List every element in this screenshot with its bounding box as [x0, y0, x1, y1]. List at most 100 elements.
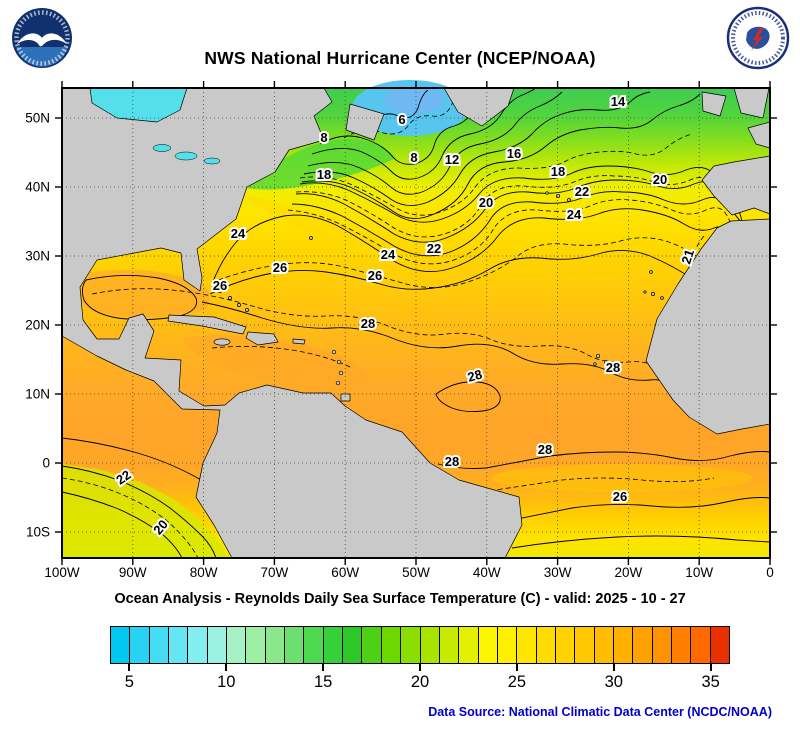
colorbar-cell: [246, 627, 266, 663]
contour-label: 26: [273, 260, 287, 275]
island-hispaniola: [245, 331, 279, 346]
lat-tick-label: 40N: [25, 179, 50, 195]
colorbar-tickmark: [225, 664, 228, 671]
gulf-stream-tongue: [240, 194, 416, 262]
contour-label: 18: [551, 164, 565, 179]
contour-label: 6: [398, 112, 405, 127]
lon-tick-label: 20W: [614, 565, 643, 580]
coldest-water-patch: [384, 86, 444, 114]
islands-lesser-antilles: [331, 349, 344, 386]
lon-tick-label: 70W: [260, 565, 289, 580]
contour-label: 18: [317, 167, 331, 182]
colorbar-cell: [323, 627, 344, 663]
nws-lightning-icon: [751, 28, 764, 51]
lat-tick-label: 10S: [25, 524, 50, 540]
colorbar-cell: [652, 627, 672, 663]
contour-label: 24: [231, 226, 246, 241]
colorbar-tick-label: 20: [410, 673, 430, 691]
colorbar-cell: [710, 627, 729, 663]
islands-cape-verde: [593, 353, 608, 366]
colorbar-tickmark: [709, 664, 712, 671]
colorbar: [110, 626, 730, 664]
colorbar-tickmark: [515, 664, 518, 671]
noaa-logo: [12, 8, 72, 68]
contour-label: 16: [507, 146, 521, 161]
contour-label: 28: [606, 360, 620, 375]
great-lakes-water: [152, 144, 221, 165]
island-trinidad: [340, 393, 351, 402]
contour-label: 24: [381, 247, 396, 262]
equatorial-cool-band: [492, 464, 752, 492]
colorbar-tickmark: [612, 664, 615, 671]
colorbar-tick-label: 30: [604, 673, 623, 691]
colorbar-cell: [401, 627, 421, 663]
island-jamaica: [213, 338, 231, 346]
caribbean-warm-water: [182, 335, 372, 386]
longitude-axis: 100W 90W 80W 70W 60W 50W 40W 30W 20W 10W 0: [44, 565, 773, 585]
contour-label: 21: [678, 247, 697, 265]
colorbar-cell: [478, 627, 498, 663]
lon-tick-label: 10W: [685, 565, 714, 580]
colorbar-tick-label: 25: [507, 673, 527, 691]
lat-tick-label: 0: [42, 455, 50, 471]
colorbar-cell: [691, 627, 711, 663]
map-frame-ticks: [55, 81, 777, 565]
colorbar-cell: [536, 627, 556, 663]
colorbar-tickmark: [128, 664, 131, 671]
colorbar-cell: [304, 627, 324, 663]
lat-tick-label: 10N: [25, 386, 50, 402]
colorbar-cell: [227, 627, 247, 663]
lon-tick-label: 90W: [118, 565, 147, 580]
contour-label: 22: [427, 241, 441, 256]
colorbar-cell: [497, 627, 518, 663]
contour-label: 28: [361, 316, 375, 331]
colorbar-cell: [613, 627, 634, 663]
shelf-cold-water: [247, 138, 396, 190]
contour-label: 8: [320, 130, 327, 145]
colorbar-cell: [285, 627, 305, 663]
colorbar-cell: [169, 627, 189, 663]
lon-tick-label: 30W: [543, 565, 572, 580]
contour-label: 12: [445, 152, 459, 167]
colorbar-tickmark: [322, 664, 325, 671]
colorbar-tick-label: 10: [217, 673, 236, 691]
colorbar-cell: [188, 627, 208, 663]
contour-label: 20: [653, 172, 667, 187]
sst-map: 6 8 8 12 14 16 18 18 20 20 22 22 24 24 24 26 26 26 21 28 28 2…: [54, 80, 778, 566]
colorbar-cell: [343, 627, 363, 663]
lon-tick-label: 80W: [189, 565, 218, 580]
colorbar-cell: [130, 627, 150, 663]
contour-label: 24: [567, 207, 582, 222]
contour-label: 8: [410, 150, 417, 165]
colorbar-cell: [381, 627, 402, 663]
lon-tick-label: 0: [766, 565, 774, 580]
land-americas: [61, 87, 523, 559]
colorbar-cell: [439, 627, 460, 663]
colorbar-cell: [517, 627, 537, 663]
lon-tick-label: 50W: [402, 565, 430, 580]
island-puerto-rico: [292, 338, 306, 345]
colorbar-tick-label: 5: [124, 673, 134, 691]
colorbar-cell: [555, 627, 576, 663]
colorbar-cell: [575, 627, 595, 663]
contour-label-layer: 6 8 8 12 14 16 18 18 20 20 22 22 24 24 24 26 26 26 21 28 28 2…: [111, 92, 699, 539]
contour-label: 26: [213, 278, 227, 293]
islands-canary-madeira: [643, 270, 664, 300]
data-source-note: Data Source: National Climatic Data Cent…: [428, 705, 772, 719]
colorbar-cell: [459, 627, 479, 663]
land-newfoundland: [345, 103, 385, 141]
colorbar-cell: [265, 627, 286, 663]
contour-label: 26: [368, 268, 382, 283]
page-title: NWS National Hurricane Center (NCEP/NOAA…: [204, 48, 596, 68]
colorbar-cell: [633, 627, 653, 663]
nws-logo: [726, 6, 790, 70]
land-africa: [645, 218, 771, 435]
latitude-axis: 50N 40N 30N 20N 10N 0 10S: [0, 88, 56, 558]
colorbar-cell: [671, 627, 692, 663]
map-caption: Ocean Analysis - Reynolds Daily Sea Surf…: [114, 591, 686, 607]
lon-tick-label: 60W: [331, 565, 360, 580]
nws-logo-text-ring: [731, 11, 785, 65]
islands-bahamas: [218, 289, 249, 312]
map-frame: [61, 87, 771, 559]
